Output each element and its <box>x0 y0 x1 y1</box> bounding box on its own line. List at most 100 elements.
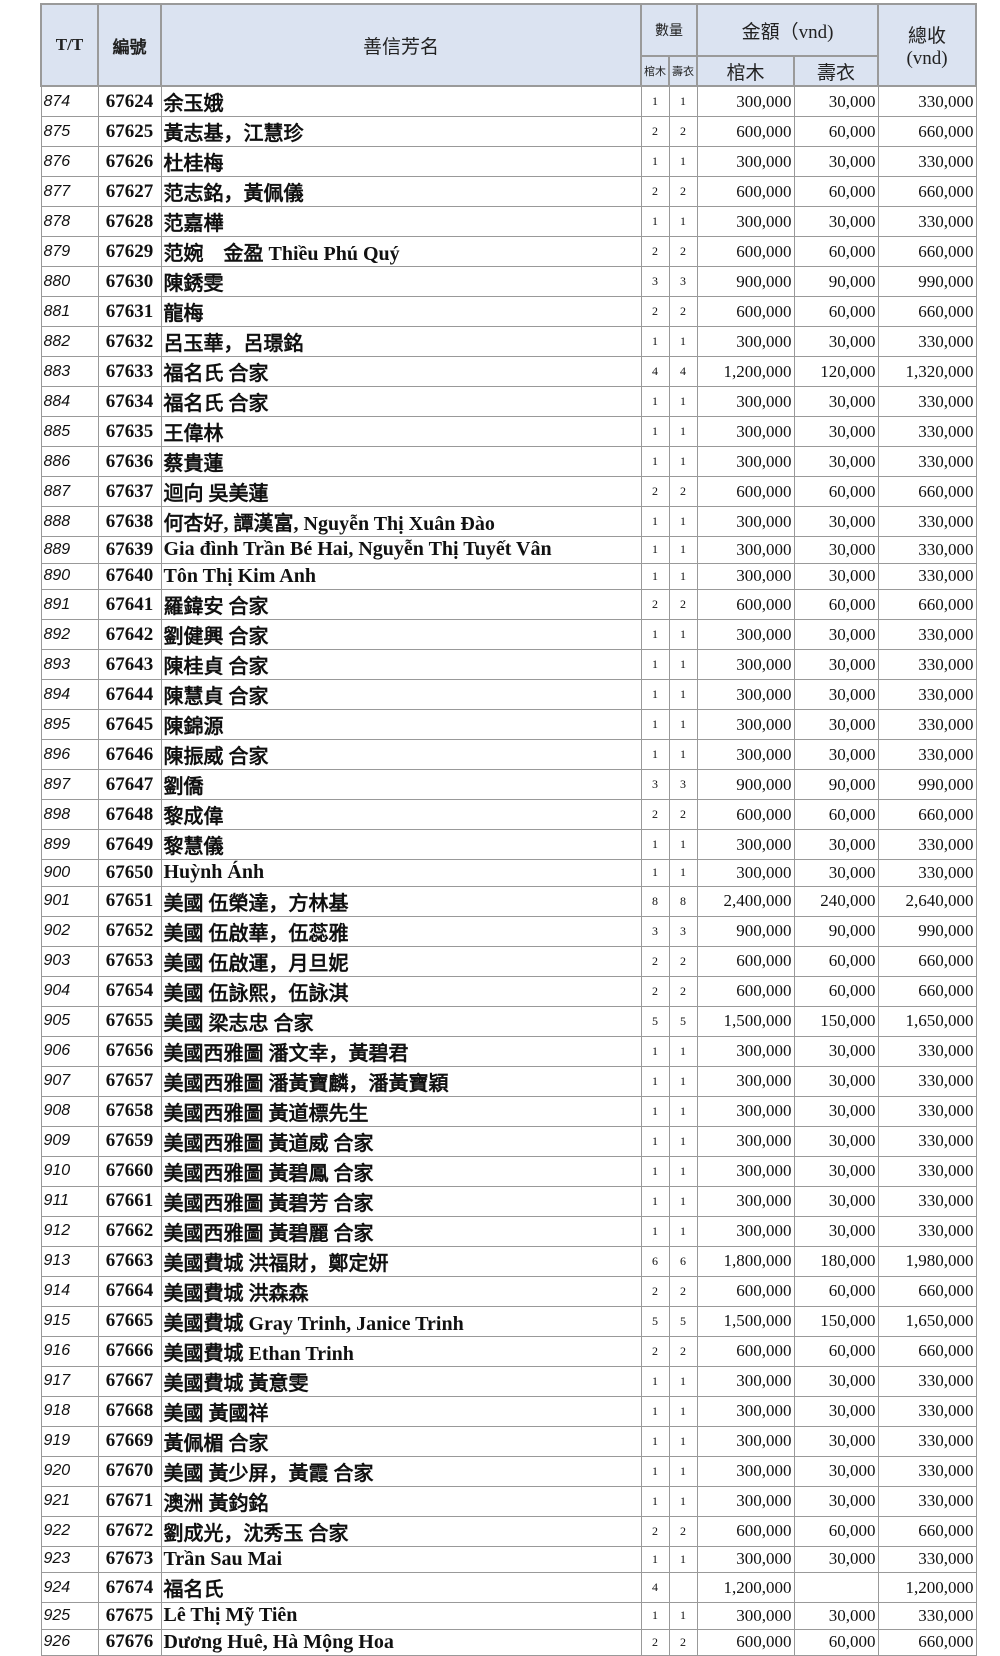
donor-name: 美國西雅圖 黃碧鳳 合家 <box>160 1155 642 1187</box>
donation-code: 67663 <box>97 1245 162 1277</box>
qty-coffin: 2 <box>640 1275 670 1307</box>
table-row: 895 67645 陳錦源 1 1 300,000 30,000 330,000 <box>40 709 977 740</box>
table-row: 904 67654 美國 伍詠熙，伍詠淇 2 2 600,000 60,000 660,000 <box>40 975 977 1007</box>
table-row: 899 67649 黎慧儀 1 1 300,000 30,000 330,000 <box>40 829 977 860</box>
table-row: 887 67637 迴向 吳美蓮 2 2 600,000 60,000 660,000 <box>40 476 977 507</box>
table-row: 907 67657 美國西雅圖 潘黃寶麟，潘黃寶穎 1 1 300,000 30,000 33… <box>40 1065 977 1097</box>
qty-shroud: 1 <box>668 739 698 770</box>
amount-shroud: 30,000 <box>793 1365 879 1397</box>
amount-shroud: 30,000 <box>793 506 879 537</box>
qty-coffin: 1 <box>640 146 670 177</box>
donation-code: 67651 <box>97 885 162 917</box>
qty-shroud: 2 <box>668 1275 698 1307</box>
amount-shroud: 150,000 <box>793 1005 879 1037</box>
header-total-unit: (vnd) <box>906 47 948 69</box>
table-row: 909 67659 美國西雅圖 黃道威 合家 1 1 300,000 30,000 330,0… <box>40 1125 977 1157</box>
amount-shroud: 30,000 <box>793 146 879 177</box>
header-total-label: 總收 <box>908 25 947 47</box>
total-amount: 330,000 <box>877 1425 977 1457</box>
total-amount: 330,000 <box>877 679 977 710</box>
table-row: 875 67625 黃志基，江慧珍 2 2 600,000 60,000 660,000 <box>40 116 977 147</box>
donor-name: 劉僑 <box>160 769 642 800</box>
donation-code: 67625 <box>97 116 162 147</box>
qty-coffin: 2 <box>640 945 670 977</box>
amount-coffin: 300,000 <box>696 85 795 117</box>
qty-shroud: 1 <box>668 85 698 117</box>
amount-coffin: 600,000 <box>696 236 795 267</box>
amount-coffin: 600,000 <box>696 116 795 147</box>
donation-code: 67641 <box>97 589 162 620</box>
row-number: 922 <box>40 1515 99 1547</box>
total-amount: 330,000 <box>877 562 977 590</box>
amount-shroud: 30,000 <box>793 562 879 590</box>
donation-code: 67640 <box>97 562 162 590</box>
row-number: 926 <box>40 1628 99 1656</box>
amount-shroud: 60,000 <box>793 1335 879 1367</box>
qty-shroud: 1 <box>668 506 698 537</box>
qty-coffin: 1 <box>640 1125 670 1157</box>
qty-shroud: 5 <box>668 1005 698 1037</box>
donor-name: 美國 梁志忠 合家 <box>160 1005 642 1037</box>
table-row: 877 67627 范志銘，黃佩儀 2 2 600,000 60,000 660,000 <box>40 176 977 207</box>
donation-code: 67648 <box>97 799 162 830</box>
qty-coffin: 1 <box>640 1545 670 1573</box>
donor-name: 福名氏 <box>160 1572 642 1603</box>
donation-code: 67656 <box>97 1035 162 1067</box>
header-tt: T/T <box>40 3 99 87</box>
donation-code: 67653 <box>97 945 162 977</box>
amount-shroud: 30,000 <box>793 1215 879 1247</box>
qty-coffin: 5 <box>640 1305 670 1337</box>
table-row: 925 67675 Lê Thị Mỹ Tiên 1 1 300,000 30,000 330… <box>40 1602 977 1630</box>
amount-coffin: 300,000 <box>696 1425 795 1457</box>
qty-coffin: 1 <box>640 386 670 417</box>
row-number: 879 <box>40 236 99 267</box>
row-number: 909 <box>40 1125 99 1157</box>
qty-shroud: 2 <box>668 1515 698 1547</box>
table-row: 906 67656 美國西雅圖 潘文幸，黃碧君 1 1 300,000 30,000 330,… <box>40 1035 977 1067</box>
table-row: 879 67629 范婉 金盈 Thiều Phú Quý 2 2 600,000 60,0… <box>40 236 977 267</box>
amount-coffin: 300,000 <box>696 206 795 237</box>
total-amount: 990,000 <box>877 915 977 947</box>
qty-shroud: 1 <box>668 326 698 357</box>
amount-shroud: 30,000 <box>793 1035 879 1067</box>
qty-coffin: 1 <box>640 1035 670 1067</box>
donor-name: 美國西雅圖 黃道威 合家 <box>160 1125 642 1157</box>
qty-coffin: 1 <box>640 1095 670 1127</box>
donor-name: 迴向 吳美蓮 <box>160 476 642 507</box>
table-row: 926 67676 Dương Huê, Hà Mộng Hoa 2 2 600,000 6… <box>40 1628 977 1656</box>
table-row: 883 67633 福名氏 合家 4 4 1,200,000 120,000 1,320,00… <box>40 356 977 387</box>
amount-shroud: 30,000 <box>793 416 879 447</box>
header-name: 善信芳名 <box>160 3 642 87</box>
donation-code: 67631 <box>97 296 162 327</box>
donation-code: 67643 <box>97 649 162 680</box>
total-amount: 660,000 <box>877 476 977 507</box>
amount-shroud: 30,000 <box>793 85 879 117</box>
table-row: 913 67663 美國費城 洪福財，鄭定妍 6 6 1,800,000 180,000 1,… <box>40 1245 977 1277</box>
donor-name: 范志銘，黃佩儀 <box>160 176 642 207</box>
amount-shroud: 30,000 <box>793 1155 879 1187</box>
table-row: 902 67652 美國 伍啟華，伍蕊雅 3 3 900,000 90,000 990,000 <box>40 915 977 947</box>
row-number: 898 <box>40 799 99 830</box>
amount-shroud: 60,000 <box>793 236 879 267</box>
total-amount: 330,000 <box>877 1035 977 1067</box>
table-row: 901 67651 美國 伍榮達，方林基 8 8 2,400,000 240,000 2,64… <box>40 885 977 917</box>
donation-code: 67642 <box>97 619 162 650</box>
amount-shroud: 120,000 <box>793 356 879 387</box>
amount-coffin: 2,400,000 <box>696 885 795 917</box>
row-number: 885 <box>40 416 99 447</box>
amount-shroud: 60,000 <box>793 1628 879 1656</box>
donor-name: 美國費城 洪福財，鄭定妍 <box>160 1245 642 1277</box>
qty-coffin: 1 <box>640 829 670 860</box>
donation-code: 67670 <box>97 1455 162 1487</box>
row-number: 913 <box>40 1245 99 1277</box>
donation-code: 67658 <box>97 1095 162 1127</box>
qty-shroud: 1 <box>668 536 698 564</box>
donor-name: Trần Sau Mai <box>160 1545 642 1573</box>
total-amount: 330,000 <box>877 1365 977 1397</box>
table-row: 920 67670 美國 黃少屏，黃霞 合家 1 1 300,000 30,000 330,0… <box>40 1455 977 1487</box>
amount-shroud: 180,000 <box>793 1245 879 1277</box>
total-amount: 1,650,000 <box>877 1305 977 1337</box>
amount-coffin: 300,000 <box>696 1545 795 1573</box>
total-amount: 660,000 <box>877 945 977 977</box>
amount-coffin: 900,000 <box>696 915 795 947</box>
